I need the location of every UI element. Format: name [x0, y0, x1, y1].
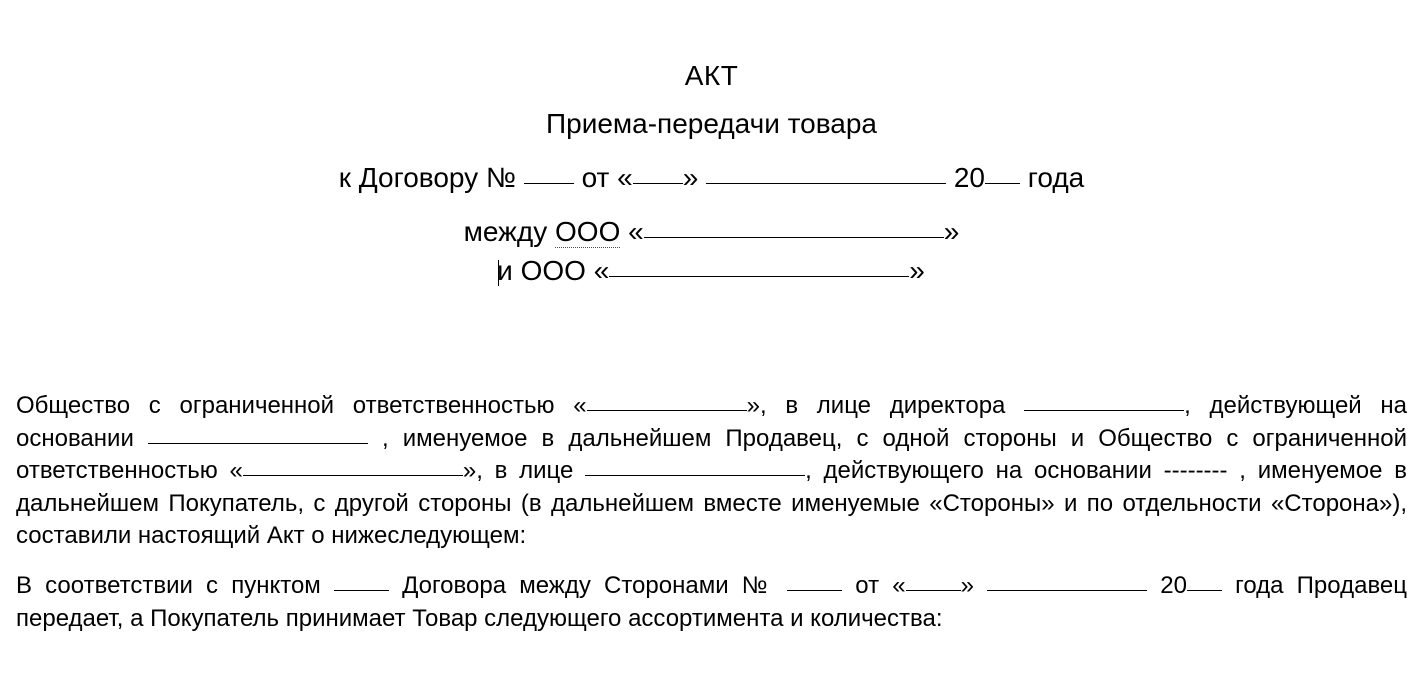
close-quote: » [683, 162, 699, 193]
month-2-blank[interactable] [987, 590, 1147, 591]
party-1-name-blank[interactable] [644, 237, 944, 238]
month-blank[interactable] [706, 183, 946, 184]
buyer-company-blank[interactable] [243, 475, 463, 476]
paragraph-2: В соответствии с пунктом Договора между … [16, 570, 1407, 635]
ooo-word-2: ООО [521, 255, 586, 286]
p2-text-2: Договора между Сторонами № [389, 572, 787, 599]
title-line-1: АКТ [16, 60, 1407, 92]
p1-text-2: », в лице директора [747, 392, 1025, 419]
director-name-blank[interactable] [1024, 410, 1184, 411]
between-word: между [464, 216, 548, 247]
p2-text-4: » [961, 572, 988, 599]
party-1-line: между ООО « » [16, 212, 1407, 251]
and-word: и [497, 255, 513, 286]
contract-number-2-blank[interactable] [787, 590, 842, 591]
open-quote-1: « [628, 216, 644, 247]
title-line-2: Приема-передачи товара [16, 108, 1407, 140]
close-quote-1: » [944, 216, 960, 247]
day-2-blank[interactable] [906, 590, 961, 591]
year-prefix: 20 [954, 162, 985, 193]
day-blank[interactable] [633, 183, 683, 184]
p1-text-1: Общество с ограниченной ответственностью… [16, 392, 587, 419]
contract-number-blank[interactable] [524, 183, 574, 184]
party-2-name-blank[interactable] [609, 276, 909, 277]
p2-text-5: 20 [1147, 572, 1187, 599]
clause-number-blank[interactable] [334, 590, 389, 591]
from-word: от [582, 162, 610, 193]
open-quote: « [617, 162, 633, 193]
p1-text-5: », в лице [463, 457, 585, 484]
contract-reference-line: к Договору № от « » 20 года [16, 162, 1407, 194]
year-2-blank[interactable] [1187, 590, 1222, 591]
seller-company-blank[interactable] [587, 410, 747, 411]
p2-text-3: от « [842, 572, 905, 599]
p2-text-1: В соответствии с пунктом [16, 572, 334, 599]
basis-1-blank[interactable] [148, 443, 368, 444]
open-quote-2: « [594, 255, 610, 286]
buyer-person-blank[interactable] [585, 475, 805, 476]
paragraph-1: Общество с ограниченной ответственностью… [16, 390, 1407, 552]
party-2-line: и ООО « » [16, 251, 1407, 290]
year-word: года [1028, 162, 1084, 193]
ooo-word-1: ООО [555, 216, 620, 248]
contract-prefix: к Договору № [339, 162, 516, 193]
year-blank[interactable] [985, 183, 1020, 184]
close-quote-2: » [909, 255, 925, 286]
document-header: АКТ Приема-передачи товара к Договору № … [16, 60, 1407, 290]
